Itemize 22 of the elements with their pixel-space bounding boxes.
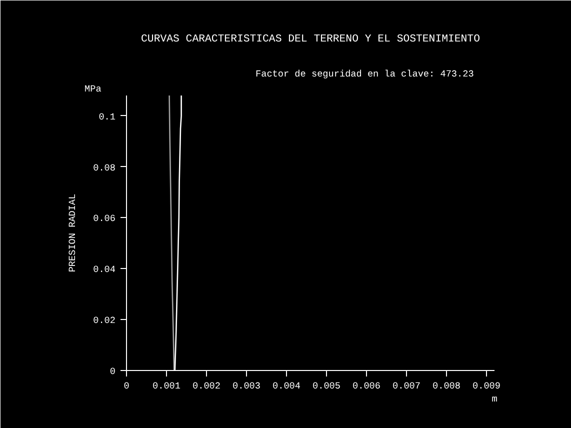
x-tick-label: 0.003 xyxy=(232,380,261,392)
y-tick-label: 0.04 xyxy=(93,264,116,276)
x-tick-label: 0 xyxy=(124,380,130,392)
x-tick-label: 0.002 xyxy=(192,380,221,392)
x-axis-title: m xyxy=(492,394,498,404)
y-tick-label: 0.1 xyxy=(98,111,116,122)
y-axis-title: PRESION RADIAL xyxy=(67,193,78,272)
text: Factor de seguridad en la clave: 473.23 xyxy=(256,68,474,80)
y-tick-label: 0.02 xyxy=(93,315,116,326)
x-tick-label: 0.009 xyxy=(472,380,501,392)
y-tick-label: 0 xyxy=(110,366,116,377)
x-tick-label: 0.006 xyxy=(352,380,381,392)
line-series xyxy=(168,96,175,370)
x-tick-label: 0.004 xyxy=(272,380,301,392)
x-tick-label: 0.007 xyxy=(392,380,421,392)
y-tick-label: 0.08 xyxy=(93,162,116,174)
y-tick-label: 0.06 xyxy=(93,213,116,224)
x-tick-label: 0.008 xyxy=(432,380,461,392)
x-tick-label: 0.005 xyxy=(312,380,341,392)
x-tick-label: 0.001 xyxy=(152,380,181,392)
chart-title: CURVAS CARACTERISTICAS DEL TERRENO Y EL SOSTENIMIENTO xyxy=(141,34,480,46)
text: MPa xyxy=(84,84,102,94)
